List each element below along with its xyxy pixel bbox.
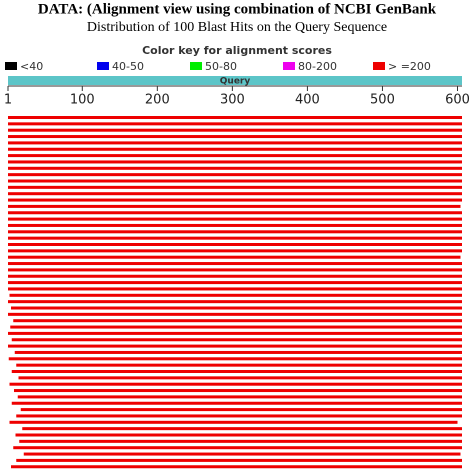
hit-bar bbox=[8, 249, 462, 253]
hit-bar bbox=[22, 427, 463, 431]
tick-label: 500 bbox=[370, 93, 395, 108]
hit-bar bbox=[16, 363, 462, 367]
hit-bar bbox=[8, 198, 462, 202]
hit-bar bbox=[20, 408, 463, 412]
hit-bar bbox=[13, 319, 462, 323]
hit-bar bbox=[11, 465, 463, 469]
hit-bar bbox=[8, 230, 462, 234]
key-label: 80-200 bbox=[298, 60, 337, 73]
hit-bar bbox=[8, 281, 462, 285]
tick-label: 1 bbox=[4, 93, 12, 108]
hit-bar bbox=[17, 395, 462, 399]
hit-bar bbox=[11, 401, 462, 405]
hit-bar bbox=[9, 382, 463, 386]
hit-bar bbox=[14, 350, 462, 354]
hit-bar bbox=[8, 300, 462, 304]
key-swatch bbox=[283, 62, 295, 70]
hit-bar bbox=[8, 268, 462, 272]
subtitle: Distribution of 100 Blast Hits on the Qu… bbox=[87, 20, 387, 35]
hit-bar bbox=[15, 433, 463, 437]
hit-bar bbox=[8, 173, 462, 177]
hit-bar bbox=[11, 370, 462, 373]
color-key-title: Color key for alignment scores bbox=[142, 44, 332, 57]
tick-label: 300 bbox=[220, 93, 245, 108]
hit-bar bbox=[8, 147, 462, 151]
hit-bar bbox=[8, 357, 462, 361]
hit-bar bbox=[8, 122, 462, 126]
tick-label: 600 bbox=[445, 93, 470, 108]
hit-bar bbox=[9, 293, 463, 297]
hit-bar bbox=[8, 243, 462, 246]
hit-bar bbox=[19, 439, 463, 443]
tick-label: 200 bbox=[145, 93, 170, 108]
key-swatch bbox=[373, 62, 385, 70]
hit-bar bbox=[8, 262, 462, 266]
hit-bar bbox=[8, 128, 462, 132]
hit-bar bbox=[8, 312, 462, 316]
hit-bar bbox=[16, 458, 462, 462]
key-swatch bbox=[5, 62, 17, 70]
hit-bar bbox=[14, 389, 463, 393]
tick-label: 400 bbox=[295, 93, 320, 108]
hit-bar bbox=[10, 325, 462, 329]
hit-bar bbox=[8, 344, 462, 348]
key-label: > =200 bbox=[388, 60, 431, 73]
hit-bar bbox=[8, 116, 462, 119]
key-swatch bbox=[190, 62, 202, 70]
hit-bar bbox=[8, 141, 462, 145]
hit-bar bbox=[23, 452, 461, 456]
hit-bar bbox=[9, 420, 458, 424]
hit-bar bbox=[8, 236, 462, 240]
hit-bar bbox=[8, 192, 462, 196]
query-label: Query bbox=[220, 77, 251, 87]
hit-bar bbox=[16, 414, 462, 418]
hit-bar bbox=[8, 154, 462, 158]
hit-bar bbox=[8, 217, 462, 221]
hit-bar bbox=[8, 166, 462, 170]
hit-bar bbox=[11, 338, 462, 342]
title: DATA: (Alignment view using combination … bbox=[38, 1, 437, 17]
key-label: <40 bbox=[20, 60, 43, 73]
hit-bar bbox=[8, 160, 462, 164]
hit-bar bbox=[8, 135, 462, 139]
key-swatch bbox=[97, 62, 109, 70]
hit-bar bbox=[8, 211, 462, 215]
key-label: 40-50 bbox=[112, 60, 144, 73]
hit-bar bbox=[8, 274, 462, 278]
hit-bar bbox=[8, 223, 462, 227]
hit-bar bbox=[8, 287, 462, 291]
hit-bar bbox=[8, 204, 461, 208]
tick-label: 100 bbox=[70, 93, 95, 108]
key-label: 50-80 bbox=[205, 60, 237, 73]
hit-bar bbox=[8, 255, 461, 259]
hit-bar bbox=[8, 331, 462, 335]
hit-bar bbox=[8, 179, 462, 183]
hit-bar bbox=[8, 185, 462, 189]
hit-bar bbox=[18, 376, 462, 380]
query-bar bbox=[8, 76, 462, 85]
hit-bar bbox=[13, 446, 462, 450]
hit-bar bbox=[11, 306, 463, 310]
